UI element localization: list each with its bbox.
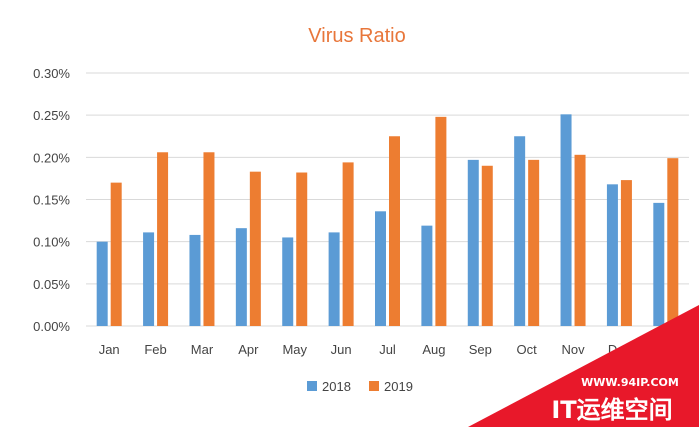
bar-2019-nov — [574, 154, 586, 326]
legend-swatch-2018 — [307, 381, 317, 391]
bar-2019-aug — [435, 116, 447, 326]
x-tick-label: Aug — [422, 342, 445, 357]
bar-2019-apr — [249, 171, 261, 326]
bar-2018-dec — [606, 184, 618, 326]
y-axis-ticks: 0.00% 0.05% 0.10% 0.15% 0.20% 0.25% 0.30% — [33, 66, 70, 334]
watermark-name: IT运维空间 — [551, 396, 672, 424]
x-axis-ticks: JanFebMarAprMayJunJulAugSepOctNovDecTota… — [99, 342, 680, 357]
bar-2018-jan — [96, 241, 108, 326]
x-tick-label: May — [282, 342, 307, 357]
legend-label-2019: 2019 — [384, 379, 413, 394]
legend: 2018 2019 — [307, 379, 413, 394]
chart-title: Virus Ratio — [308, 25, 405, 47]
bar-2018-feb — [143, 232, 155, 326]
bar-2019-jan — [110, 182, 122, 326]
bar-2019-mar — [203, 152, 215, 326]
x-tick-label: Nov — [561, 342, 585, 357]
bar-2019-jul — [389, 136, 400, 326]
x-tick-label: Mar — [191, 342, 214, 357]
x-tick-label: Apr — [238, 342, 259, 357]
bars — [96, 114, 679, 326]
x-tick-label: Jan — [99, 342, 120, 357]
x-tick-label: Jun — [331, 342, 352, 357]
y-tick-label: 0.00% — [33, 319, 70, 334]
bar-2018-apr — [235, 228, 247, 326]
bar-2019-total — [667, 158, 679, 326]
watermark-url: WWW.94IP.COM — [581, 376, 679, 389]
bar-2019-jun — [342, 162, 354, 326]
y-tick-label: 0.10% — [33, 235, 70, 250]
bar-2019-feb — [157, 152, 169, 326]
bar-2018-jun — [328, 232, 340, 326]
bar-2019-dec — [620, 180, 632, 326]
bar-2019-oct — [528, 159, 540, 326]
bar-2019-sep — [481, 165, 493, 326]
bar-2018-nov — [560, 114, 572, 326]
y-tick-label: 0.25% — [33, 108, 70, 123]
bar-2018-jul — [375, 211, 386, 326]
bar-2018-may — [282, 237, 294, 326]
x-tick-label: Feb — [144, 342, 166, 357]
bar-2018-sep — [467, 159, 479, 326]
y-tick-label: 0.15% — [33, 193, 70, 208]
y-tick-label: 0.05% — [33, 277, 70, 292]
y-tick-label: 0.20% — [33, 150, 70, 165]
bar-2018-oct — [514, 136, 526, 326]
gridlines — [86, 72, 689, 327]
bar-2018-aug — [421, 225, 433, 326]
x-tick-label: Sep — [469, 342, 492, 357]
y-tick-label: 0.30% — [33, 66, 70, 81]
watermark: WWW.94IP.COM IT运维空间 — [468, 305, 699, 427]
x-tick-label: Oct — [517, 342, 538, 357]
legend-swatch-2019 — [369, 381, 379, 391]
bar-2018-mar — [189, 234, 201, 326]
x-tick-label: Jul — [379, 342, 396, 357]
bar-2018-total — [653, 202, 665, 326]
watermark-banner — [468, 305, 699, 427]
legend-label-2018: 2018 — [322, 379, 351, 394]
bar-2019-may — [296, 172, 308, 326]
